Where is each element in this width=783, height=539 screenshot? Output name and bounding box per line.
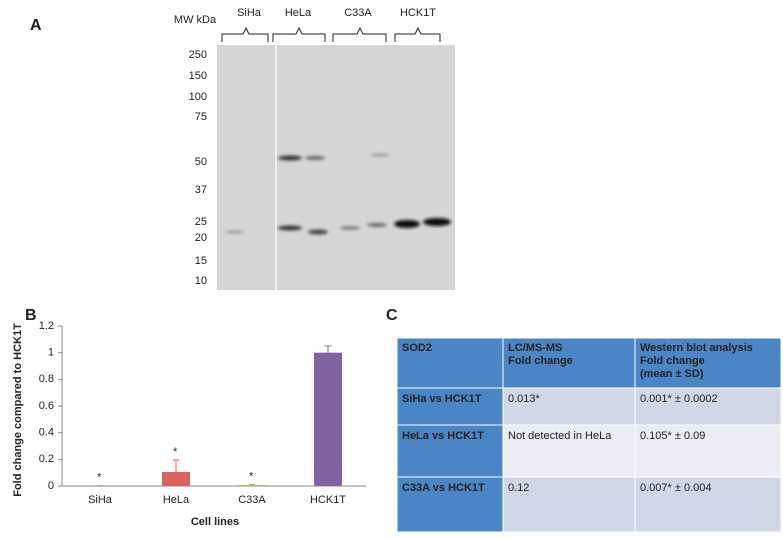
lane-braces	[221, 26, 441, 42]
cell-text: 0.013*	[508, 393, 541, 405]
lane-label: HCK1T	[400, 7, 436, 19]
mw-marker: 37	[195, 184, 207, 196]
panel-label: B	[25, 307, 37, 324]
cell-text: 0.001* ± 0.0002	[640, 393, 718, 405]
panel-label: A	[30, 17, 42, 34]
cell-text: HeLa vs HCK1T	[402, 430, 484, 442]
y-tick-label: 0.2	[39, 453, 54, 465]
annotation: *	[97, 472, 102, 484]
mw-marker: 25	[195, 216, 207, 228]
band	[394, 220, 420, 228]
header-text: Fold change	[640, 355, 705, 367]
x-axis-label: Cell lines	[191, 516, 239, 528]
cell	[502, 387, 636, 426]
cell	[634, 387, 782, 426]
y-tick-label: 0.8	[39, 373, 54, 385]
y-tick-label: 0.4	[39, 427, 54, 439]
brace	[272, 26, 326, 42]
x-tick-label: HeLa	[163, 494, 190, 506]
lane-label: C33A	[344, 7, 372, 19]
mw-marker: 150	[189, 70, 207, 82]
y-axis-label: Fold change compared to HCK1T	[12, 323, 24, 497]
cell-text: SiHa vs HCK1T	[402, 393, 482, 405]
cell-text: 0.105* ± 0.09	[640, 430, 705, 442]
y-tick-label: 0.6	[39, 400, 54, 412]
band	[278, 155, 302, 161]
header-text: SOD2	[402, 342, 432, 354]
x-tick-label: SiHa	[88, 494, 113, 506]
bar	[238, 485, 266, 486]
mw-marker: 15	[195, 255, 207, 267]
mw-label: MW kDa	[174, 14, 217, 26]
bar	[162, 472, 190, 486]
x-tick-label: C33A	[238, 494, 266, 506]
cell	[634, 476, 782, 533]
cell	[502, 424, 636, 478]
cell	[396, 424, 504, 478]
cell	[634, 424, 782, 478]
brace	[221, 26, 269, 42]
header-text: (mean ± SD)	[640, 368, 704, 380]
y-tick-label: 0	[48, 480, 54, 492]
lane-label: SiHa	[237, 7, 262, 19]
cell	[396, 387, 504, 426]
annotation: *	[249, 470, 254, 482]
y-tick-label: 1	[48, 347, 54, 359]
cell-text: C33A vs HCK1T	[402, 482, 485, 494]
brace	[394, 26, 441, 42]
band	[340, 226, 360, 230]
header-text: Fold change	[508, 355, 573, 367]
header-text: LC/MS-MS	[508, 342, 562, 354]
mw-marker: 10	[195, 275, 207, 287]
cell-text: 0.007* ± 0.004	[640, 482, 711, 494]
mw-marker: 75	[195, 111, 207, 123]
cell-text: Not detected in HeLa	[508, 430, 612, 442]
band	[370, 153, 390, 157]
band	[278, 225, 302, 231]
band	[308, 229, 328, 235]
band	[225, 230, 245, 234]
brace	[332, 26, 387, 42]
mw-marker: 250	[189, 49, 207, 61]
mw-marker: 20	[195, 232, 207, 244]
y-tick-label: 1.2	[39, 320, 54, 332]
band	[423, 218, 451, 226]
annotation: *	[173, 446, 178, 458]
lane-label: HeLa	[285, 7, 312, 19]
blot-bands	[225, 153, 451, 235]
band	[305, 156, 325, 160]
band	[367, 223, 387, 227]
cell	[502, 476, 636, 533]
panel-label: C	[386, 307, 398, 324]
bar	[314, 352, 342, 486]
mw-marker: 100	[189, 91, 207, 103]
blot-membrane	[217, 45, 455, 290]
mw-marker: 50	[195, 156, 207, 168]
x-tick-label: HCK1T	[310, 494, 346, 506]
cell-text: 0.12	[508, 482, 529, 494]
header-text: Western blot analysis	[640, 342, 753, 354]
